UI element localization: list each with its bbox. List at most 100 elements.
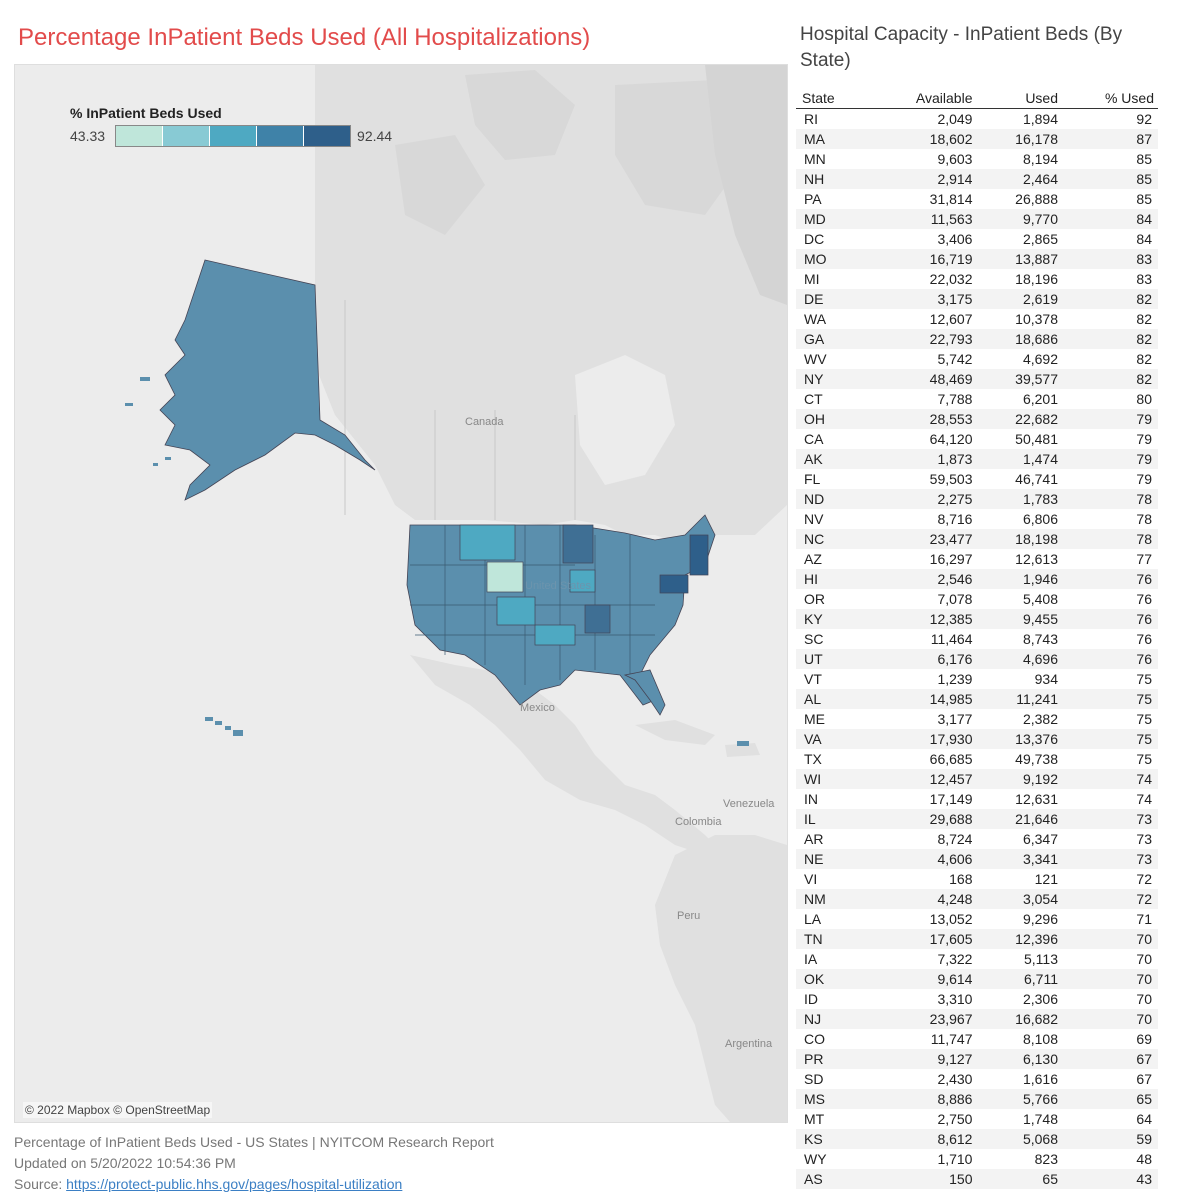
cell-available: 17,149	[929, 791, 973, 807]
cell-available: 3,175	[867, 289, 977, 309]
cell-state: OH	[796, 409, 868, 429]
cell-used: 9,455	[976, 609, 1062, 629]
cell-state: RI	[804, 111, 818, 127]
cell-available: 48,469	[867, 369, 977, 389]
cell-used: 46,741	[1015, 471, 1058, 487]
cell-used: 5,068	[976, 1129, 1062, 1149]
table-row[interactable]: CA 64,120 50,481 79	[796, 429, 1158, 449]
table-row[interactable]: WY 1,710 823 48	[796, 1149, 1158, 1169]
table-row[interactable]: PA 31,814 26,888 85	[796, 189, 1158, 209]
table-row[interactable]: ME 3,177 2,382 75	[796, 709, 1158, 729]
table-row[interactable]: NJ 23,967 16,682 70	[796, 1009, 1158, 1029]
table-row[interactable]: LA 13,052 9,296 71	[796, 909, 1158, 929]
cuba	[635, 720, 715, 745]
table-row[interactable]: WA 12,607 10,378 82	[796, 309, 1158, 329]
table-row[interactable]: KS 8,612 5,068 59	[796, 1129, 1158, 1149]
table-row[interactable]: IA 7,322 5,113 70	[796, 949, 1158, 969]
table-title: Hospital Capacity - InPatient Beds (By S…	[800, 24, 1123, 71]
map-canvas[interactable]	[15, 65, 787, 1122]
cell-available: 2,914	[867, 169, 977, 189]
header-used[interactable]: Used	[976, 88, 1062, 109]
cell-available: 4,248	[867, 889, 977, 909]
table-row[interactable]: NY 48,469 39,577 82	[796, 369, 1158, 389]
table-row[interactable]: WV 5,742 4,692 82	[796, 349, 1158, 369]
cell-available: 13,052	[929, 911, 973, 927]
state-co	[496, 596, 536, 626]
cell-state: CA	[804, 431, 824, 447]
table-row[interactable]: OR 7,078 5,408 76	[796, 589, 1158, 609]
table-row[interactable]: AL 14,985 11,241 75	[796, 689, 1158, 709]
table-row[interactable]: NM 4,248 3,054 72	[796, 889, 1158, 909]
table-row[interactable]: MD 11,563 9,770 84	[796, 209, 1158, 229]
cell-used: 9,770	[976, 209, 1062, 229]
footer-source-line: Source: https://protect-public.hhs.gov/p…	[14, 1174, 494, 1195]
header-state[interactable]: State	[796, 88, 868, 109]
cell-state: ND	[796, 489, 868, 509]
table-row[interactable]: MI 22,032 18,196 83	[796, 269, 1158, 289]
table-row[interactable]: TX 66,685 49,738 75	[796, 749, 1158, 769]
table-row[interactable]: AS 150 65 43	[796, 1169, 1158, 1189]
table-row[interactable]: CT 7,788 6,201 80	[796, 389, 1158, 409]
table-row[interactable]: WI 12,457 9,192 74	[796, 769, 1158, 789]
cell-used: 2,306	[1022, 991, 1058, 1007]
source-label: Source:	[14, 1176, 67, 1192]
table-row[interactable]: AZ 16,297 12,613 77	[796, 549, 1158, 569]
table-row[interactable]: ND 2,275 1,783 78	[796, 489, 1158, 509]
table-row[interactable]: DE 3,175 2,619 82	[796, 289, 1158, 309]
table-row[interactable]: AK 1,873 1,474 79	[796, 449, 1158, 469]
cell-state: CT	[804, 391, 823, 407]
table-row[interactable]: MS 8,886 5,766 65	[796, 1089, 1158, 1109]
table-row[interactable]: SD 2,430 1,616 67	[796, 1069, 1158, 1089]
state-mn	[562, 524, 594, 564]
table-row[interactable]: IL 29,688 21,646 73	[796, 809, 1158, 829]
table-row[interactable]: RI 2,049 1,894 92	[796, 109, 1158, 130]
table-row[interactable]: GA 22,793 18,686 82	[796, 329, 1158, 349]
table-row[interactable]: OK 9,614 6,711 70	[796, 969, 1158, 989]
state-ia	[569, 569, 596, 593]
cell-pct-used: 79	[1062, 409, 1158, 429]
table-row[interactable]: MO 16,719 13,887 83	[796, 249, 1158, 269]
table-row[interactable]: VI 168 121 72	[796, 869, 1158, 889]
table-row[interactable]: VT 1,239 934 75	[796, 669, 1158, 689]
choropleth-map[interactable]: % InPatient Beds Used 43.33 92.44 Canada…	[14, 64, 788, 1123]
cell-available: 5,742	[937, 351, 973, 367]
header-available[interactable]: Available	[867, 88, 977, 109]
cell-pct-used: 67	[1136, 1071, 1152, 1087]
table-row[interactable]: PR 9,127 6,130 67	[796, 1049, 1158, 1069]
table-row[interactable]: NE 4,606 3,341 73	[796, 849, 1158, 869]
legend-title: % InPatient Beds Used	[70, 105, 222, 121]
header-pct-used[interactable]: % Used	[1062, 88, 1158, 109]
cell-available: 4,606	[867, 849, 977, 869]
cell-pct-used: 76	[1062, 649, 1158, 669]
table-row[interactable]: CO 11,747 8,108 69	[796, 1029, 1158, 1049]
table-row[interactable]: NH 2,914 2,464 85	[796, 169, 1158, 189]
cell-state: HI	[796, 569, 868, 589]
map-attribution[interactable]: © 2022 Mapbox © OpenStreetMap	[23, 1102, 213, 1118]
cell-pct-used: 85	[1062, 169, 1158, 189]
table-row[interactable]: MT 2,750 1,748 64	[796, 1109, 1158, 1129]
table-row[interactable]: NV 8,716 6,806 78	[796, 509, 1158, 529]
table-row[interactable]: TN 17,605 12,396 70	[796, 929, 1158, 949]
cell-state: NJ	[796, 1009, 868, 1029]
table-row[interactable]: AR 8,724 6,347 73	[796, 829, 1158, 849]
table-row[interactable]: SC 11,464 8,743 76	[796, 629, 1158, 649]
table-row[interactable]: UT 6,176 4,696 76	[796, 649, 1158, 669]
table-row[interactable]: DC 3,406 2,865 84	[796, 229, 1158, 249]
table-row[interactable]: HI 2,546 1,946 76	[796, 569, 1158, 589]
cell-pct-used: 82	[1062, 289, 1158, 309]
table-row[interactable]: MN 9,603 8,194 85	[796, 149, 1158, 169]
cell-state: MS	[796, 1089, 868, 1109]
table-row[interactable]: FL 59,503 46,741 79	[796, 469, 1158, 489]
cell-used: 2,464	[976, 169, 1062, 189]
table-row[interactable]: IN 17,149 12,631 74	[796, 789, 1158, 809]
cell-used: 1,616	[1022, 1071, 1058, 1087]
source-link[interactable]: https://protect-public.hhs.gov/pages/hos…	[66, 1176, 403, 1192]
table-row[interactable]: KY 12,385 9,455 76	[796, 609, 1158, 629]
table-row[interactable]: OH 28,553 22,682 79	[796, 409, 1158, 429]
cell-used: 1,474	[976, 449, 1062, 469]
table-row[interactable]: MA 18,602 16,178 87	[796, 129, 1158, 149]
cell-pct-used: 87	[1062, 129, 1158, 149]
table-row[interactable]: NC 23,477 18,198 78	[796, 529, 1158, 549]
table-row[interactable]: ID 3,310 2,306 70	[796, 989, 1158, 1009]
table-row[interactable]: VA 17,930 13,376 75	[796, 729, 1158, 749]
